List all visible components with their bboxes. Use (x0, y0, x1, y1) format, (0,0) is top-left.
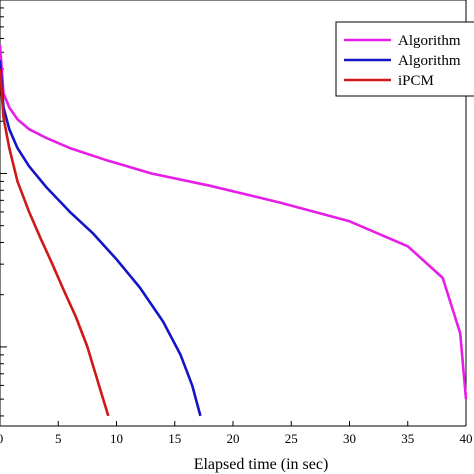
legend-label-3: iPCM (398, 73, 434, 89)
x-tick-label: 25 (285, 431, 298, 446)
x-tick-label: 40 (460, 431, 473, 446)
x-axis-label: Elapsed time (in sec) (194, 456, 329, 473)
series-line-2 (0, 60, 202, 417)
x-tick-label: 15 (168, 431, 181, 446)
legend-label-1: Algorithm (398, 33, 461, 49)
x-tick-label: 10 (110, 431, 123, 446)
x-tick-label: 0 (0, 431, 3, 446)
x-tick-label: 5 (55, 431, 62, 446)
series-line-1 (0, 44, 468, 400)
legend-label-2: Algorithm (398, 53, 461, 69)
legend: Algorithm Algorithm iPCM (335, 21, 474, 97)
x-tick-label: 30 (343, 431, 356, 446)
series-line-3 (0, 68, 110, 417)
x-tick-label: 35 (401, 431, 414, 446)
x-tick-label: 20 (227, 431, 240, 446)
